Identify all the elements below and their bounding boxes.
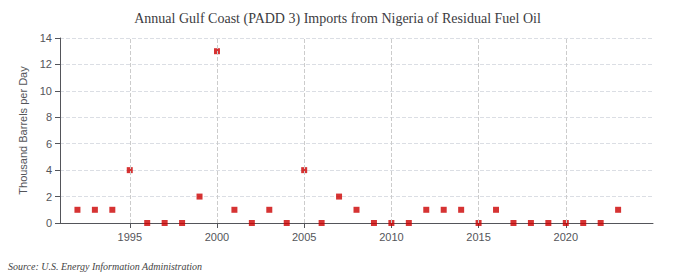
svg-text:2015: 2015 <box>466 231 490 243</box>
svg-text:0: 0 <box>46 217 52 229</box>
svg-text:Annual Gulf Coast (PADD 3) Imp: Annual Gulf Coast (PADD 3) Imports from … <box>134 11 541 27</box>
svg-text:2000: 2000 <box>205 231 229 243</box>
svg-text:2010: 2010 <box>379 231 403 243</box>
svg-text:6: 6 <box>46 138 52 150</box>
svg-text:Thousand Barrels per Day: Thousand Barrels per Day <box>17 66 29 195</box>
svg-text:1995: 1995 <box>118 231 142 243</box>
svg-text:14: 14 <box>40 32 52 44</box>
svg-text:4: 4 <box>46 164 52 176</box>
svg-text:Source: U.S. Energy Informatio: Source: U.S. Energy Information Administ… <box>8 261 202 272</box>
svg-text:2020: 2020 <box>554 231 578 243</box>
svg-text:2: 2 <box>46 191 52 203</box>
svg-text:8: 8 <box>46 111 52 123</box>
svg-text:12: 12 <box>40 58 52 70</box>
svg-text:2005: 2005 <box>292 231 316 243</box>
svg-text:10: 10 <box>40 85 52 97</box>
